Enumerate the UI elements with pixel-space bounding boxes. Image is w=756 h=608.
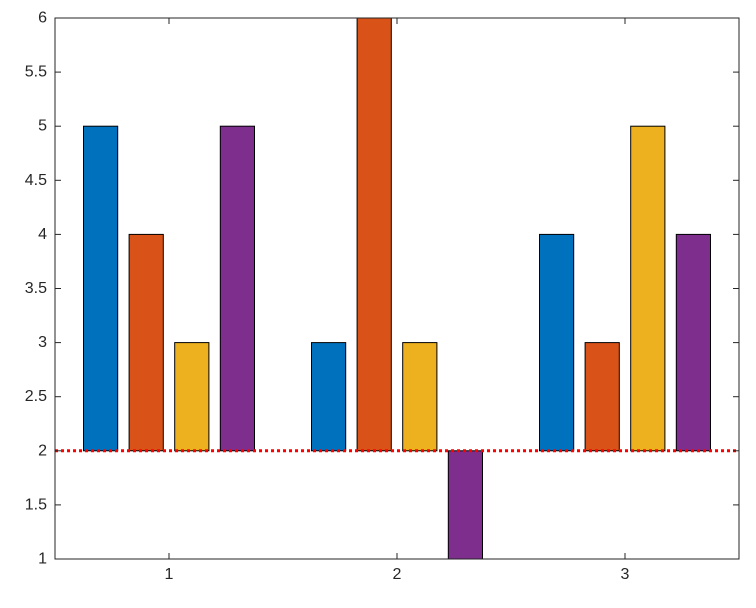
bar-cat3-series3 (630, 125, 666, 452)
xtick-label: 1 (165, 566, 174, 583)
ytick-label: 4 (38, 226, 47, 243)
bar-cat2-series3 (402, 342, 438, 452)
ytick-label: 3 (38, 334, 47, 351)
bar-cat2-series2 (356, 17, 392, 452)
bar-cat1-series1 (83, 125, 119, 452)
ytick-label: 3.5 (25, 280, 47, 297)
bar-cat1-series3 (174, 342, 210, 452)
bar-cat3-series2 (584, 342, 620, 452)
ytick-label: 5 (38, 118, 47, 135)
ytick-label: 2 (38, 442, 47, 459)
bar-cat2-series4 (447, 450, 483, 560)
bar-cat1-series2 (128, 233, 164, 452)
ytick-label: 4.5 (25, 172, 47, 189)
xtick-label: 3 (621, 566, 630, 583)
bar-cat2-series1 (311, 342, 347, 452)
ytick-label: 6 (38, 10, 47, 27)
xtick-label: 2 (393, 566, 402, 583)
ytick-label: 2.5 (25, 388, 47, 405)
plot-area (55, 18, 739, 559)
ytick-label: 1 (38, 551, 47, 568)
bar-cat3-series4 (675, 233, 711, 452)
bar-cat3-series1 (539, 233, 575, 452)
ytick-label: 5.5 (25, 64, 47, 81)
ytick-label: 1.5 (25, 496, 47, 513)
bar-cat1-series4 (219, 125, 256, 452)
